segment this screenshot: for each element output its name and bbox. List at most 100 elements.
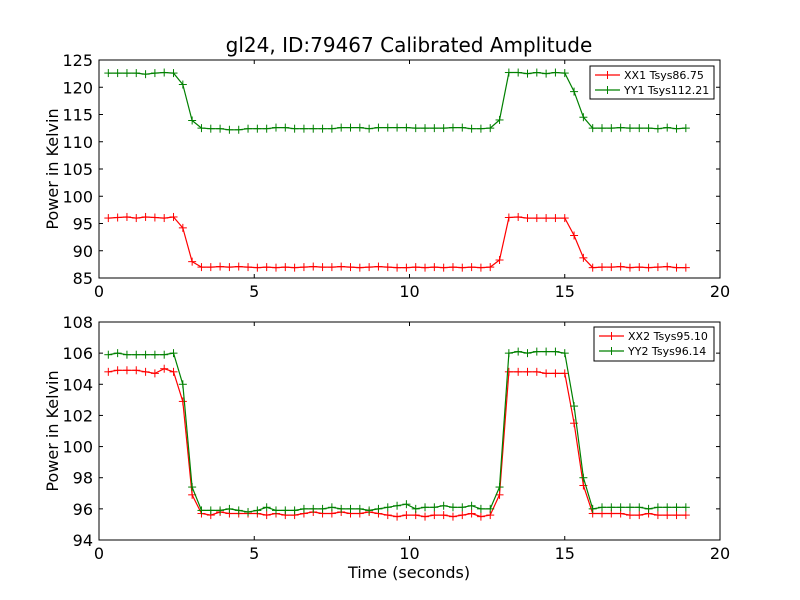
- bottom-chart-series-1-point: [551, 369, 560, 378]
- top-chart-legend-box: [589, 65, 715, 100]
- top-chart-series-1-point: [579, 253, 588, 262]
- bottom-chart-series-2-point: [439, 501, 448, 510]
- bottom-chart-series-2-point: [188, 483, 197, 492]
- top-chart-y-tick-label: 95: [73, 215, 93, 234]
- top-chart-series-1-point: [132, 214, 141, 223]
- top-chart-legend: XX1 Tsys86.75 YY1 Tsys112.21: [589, 65, 715, 100]
- bottom-chart-legend: XX2 Tsys95.10 YY2 Tsys96.14: [593, 326, 715, 362]
- bottom-chart-series-1-point: [635, 511, 644, 520]
- top-chart-series-1-point: [365, 263, 374, 272]
- bottom-chart-series-1-point: [458, 511, 467, 520]
- bottom-chart-series-2-point: [234, 506, 243, 515]
- bottom-chart-series-2-point: [495, 483, 504, 492]
- bottom-chart-series-2-point: [588, 504, 597, 513]
- top-chart-series-2-point: [188, 116, 197, 125]
- bottom-chart-series-1-point: [514, 367, 523, 376]
- bottom-chart-series-1-point: [495, 490, 504, 499]
- top-chart-series-2-point: [150, 69, 159, 78]
- top-chart-series-2-point: [104, 69, 113, 78]
- bottom-chart-y-tick-label: 98: [73, 469, 93, 488]
- bottom-chart-series-1-point: [523, 367, 532, 376]
- top-chart-series-2-point: [197, 124, 206, 133]
- bottom-chart-series-2-point: [122, 350, 131, 359]
- bottom-chart-series-2-point: [448, 503, 457, 512]
- top-chart-series-1-point: [104, 214, 113, 223]
- bottom-chart-y-tick-label: 100: [62, 438, 93, 457]
- bottom-chart-series-2-point: [663, 503, 672, 512]
- bottom-chart-series-1-point: [532, 367, 541, 376]
- bottom-chart-series-2-point: [598, 503, 607, 512]
- bottom-chart-series-2-point: [150, 350, 159, 359]
- top-chart-series-1-point: [225, 263, 234, 272]
- top-chart-series-1-point: [467, 263, 476, 272]
- bottom-chart-x-axis-label: Time (seconds): [347, 563, 470, 582]
- bottom-chart-series-1-point: [383, 511, 392, 520]
- bottom-chart-series-2-point: [160, 350, 169, 359]
- bottom-chart-series-1-point: [663, 511, 672, 520]
- top-chart-series-2-point: [486, 124, 495, 133]
- top-chart-series-2-point: [160, 68, 169, 77]
- top-chart-series-1-point: [178, 223, 187, 232]
- top-chart-series-2-point: [271, 123, 280, 132]
- bottom-chart-series-1-point: [476, 512, 485, 521]
- bottom-chart-series-2-point: [244, 507, 253, 516]
- bottom-chart-series-2-point: [141, 350, 150, 359]
- top-chart-series-1-point: [439, 263, 448, 272]
- top-chart-series-1-point: [318, 263, 327, 272]
- bottom-chart-series-2-point: [113, 349, 122, 358]
- top-chart-series-1-point: [616, 262, 625, 271]
- top-chart-x-tick-label: 10: [399, 282, 419, 301]
- bottom-chart-series-2-point: [178, 380, 187, 389]
- top-chart-series-2-point: [560, 69, 569, 78]
- bottom-chart-series-1-point: [542, 369, 551, 378]
- top-chart-series-2-point: [439, 124, 448, 133]
- top-chart-series-1-point: [271, 263, 280, 272]
- bottom-chart-series-2-point: [467, 501, 476, 510]
- bottom-chart-series-2-point: [299, 504, 308, 513]
- top-chart-series-2-point: [244, 124, 253, 133]
- top-chart-series-2-point: [113, 69, 122, 78]
- top-chart-series-2-point: [253, 124, 262, 133]
- bottom-chart-x-tick-label: 20: [710, 544, 730, 563]
- top-chart-series-1-point: [281, 263, 290, 272]
- top-chart-series-1-point: [141, 212, 150, 221]
- bottom-chart-legend-item: XX2 Tsys95.10: [599, 330, 708, 343]
- bottom-chart-x-tick-label: 15: [555, 544, 575, 563]
- top-chart-series-2-point: [448, 123, 457, 132]
- bottom-chart-series-1-point: [160, 364, 169, 373]
- bottom-chart-series-1-point: [113, 366, 122, 375]
- bottom-chart-series-2-point: [402, 500, 411, 509]
- top-chart-series-1-point: [448, 263, 457, 272]
- top-chart-series-2-point: [337, 123, 346, 132]
- top-chart-y-axis-label: Power in Kelvin: [43, 108, 62, 229]
- bottom-chart-series-1-point: [169, 367, 178, 376]
- top-chart-legend-label: XX1 Tsys86.75: [624, 69, 704, 82]
- bottom-chart-series-1-point: [178, 397, 187, 406]
- bottom-chart-series-2-point: [169, 349, 178, 358]
- bottom-chart-series-1-point: [504, 367, 513, 376]
- top-chart-series-1-point: [486, 263, 495, 272]
- top-chart-series-2-point: [430, 124, 439, 133]
- top-chart-series-1-point: [551, 214, 560, 223]
- top-chart-series-1-point: [346, 263, 355, 272]
- top-chart-series-2-point: [551, 68, 560, 77]
- bottom-chart-series-2-point: [523, 349, 532, 358]
- top-chart-series-2-point: [504, 68, 513, 77]
- bottom-chart-x-tick-label: 5: [249, 544, 259, 563]
- top-chart-series-1-point: [216, 262, 225, 271]
- top-chart-series-1-point: [663, 262, 672, 271]
- top-chart-series-1-point: [244, 263, 253, 272]
- bottom-chart-series-2-point: [430, 503, 439, 512]
- bottom-chart-series-1-point: [393, 512, 402, 521]
- bottom-chart-legend-label: YY2 Tsys96.14: [627, 345, 706, 358]
- top-chart-series-2-point: [476, 124, 485, 133]
- bottom-chart-x-tick-label: 0: [94, 544, 104, 563]
- top-chart-series-2-point: [309, 124, 318, 133]
- bottom-chart-series-2-point: [104, 350, 113, 359]
- top-chart-series-2-point: [579, 113, 588, 122]
- bottom-chart-y-tick-label: 94: [73, 531, 93, 550]
- bottom-chart-series-2-point: [616, 503, 625, 512]
- top-chart-series-2-point: [234, 125, 243, 134]
- top-chart-series-1-point: [672, 263, 681, 272]
- bottom-chart-series-2-point: [197, 506, 206, 515]
